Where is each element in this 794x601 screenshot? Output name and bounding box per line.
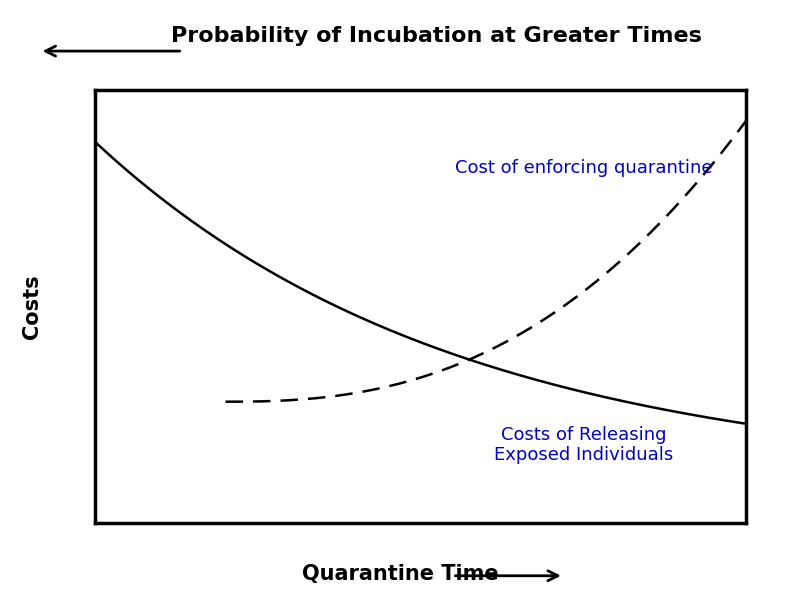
Text: Quarantine Time: Quarantine Time [302,564,499,584]
Text: Cost of enforcing quarantine: Cost of enforcing quarantine [455,159,712,177]
Text: Probability of Incubation at Greater Times: Probability of Incubation at Greater Tim… [172,26,702,46]
Text: Costs: Costs [21,274,42,339]
Text: Costs of Releasing
Exposed Individuals: Costs of Releasing Exposed Individuals [494,426,673,465]
